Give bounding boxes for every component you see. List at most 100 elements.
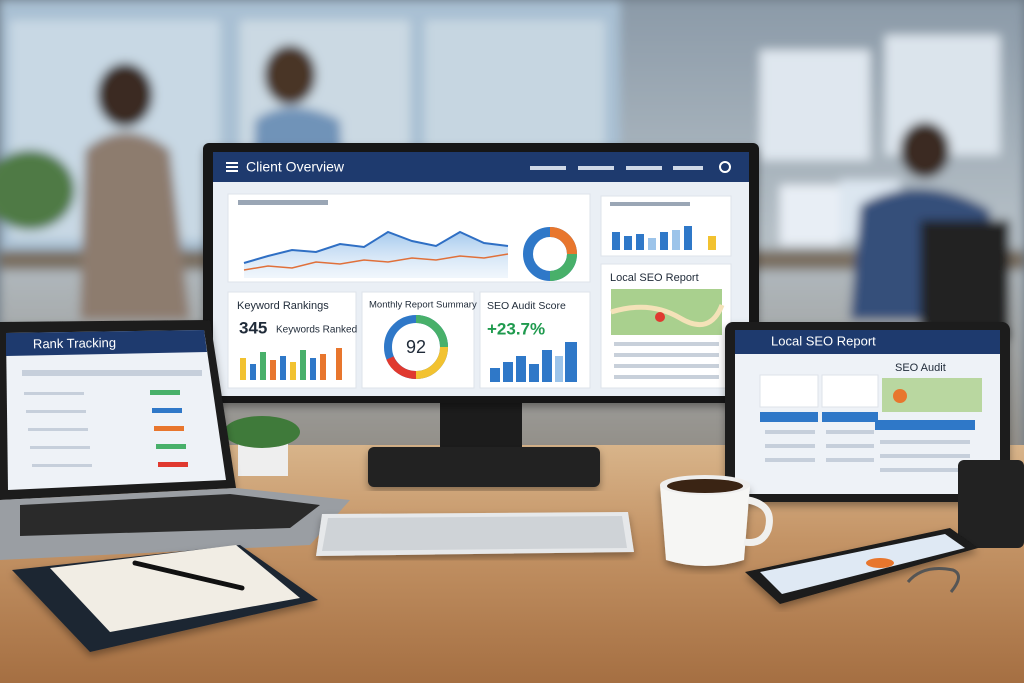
keyboard-part (322, 516, 627, 551)
audit-change: +23.7% (487, 319, 545, 338)
phone-part (906, 567, 960, 593)
laptop-part-part (24, 392, 84, 395)
laptop-part-part (154, 426, 184, 431)
summary-card (600, 195, 732, 257)
laptop-part-part (28, 428, 88, 431)
card-title: SEO Audit Score (487, 300, 566, 312)
summary-card-part (648, 230, 680, 250)
local-seo-card-part-part (614, 375, 719, 379)
tablet-title: Local SEO Report (771, 333, 876, 348)
local-seo-card-part-part (614, 342, 719, 346)
monitor-part-part (226, 162, 238, 164)
tablet-part (822, 412, 878, 422)
tablet-part-part (765, 430, 815, 434)
tablet-part (735, 330, 1000, 354)
tablet: Local SEO Report SEO Audit (725, 322, 1010, 502)
keyword-card-part-part (310, 358, 316, 380)
laptop-part (22, 370, 202, 467)
keyword-card: Keyword Rankings 345 Keywords Ranked (227, 291, 357, 389)
card-title: Keyword Rankings (237, 300, 329, 312)
background-part (920, 220, 1010, 340)
local-seo-card-part-part (614, 364, 719, 368)
background-part (900, 122, 950, 178)
monitor-part-part (226, 166, 238, 168)
local-seo-card-part (610, 303, 725, 328)
nav-links (530, 166, 703, 170)
monthly-card-part (386, 356, 417, 380)
laptop-title: Rank Tracking (33, 335, 116, 351)
tablet-part-part (880, 440, 970, 444)
laptop-part-part (150, 390, 180, 395)
tablet-part-part (765, 458, 815, 462)
phone-part (760, 534, 965, 594)
summary-card-part (610, 202, 690, 206)
tablet-part-part (765, 444, 815, 448)
traffic-card-part (243, 230, 509, 264)
mug-part (660, 485, 750, 566)
summary-card-part-part (624, 236, 632, 250)
nav-links-part (673, 166, 703, 170)
audit-card-part-part (529, 364, 539, 382)
traffic-card-part (243, 253, 509, 271)
keyword-card-part-part (290, 362, 296, 380)
keyword-card-part-part (280, 356, 286, 380)
traffic-card-part (238, 200, 328, 205)
monthly-card-part (415, 346, 448, 379)
background-part (80, 132, 190, 320)
monitor-part (440, 396, 522, 452)
laptop-part-part (26, 410, 86, 413)
background-part (264, 45, 316, 105)
laptop-part-part (22, 370, 202, 376)
keyword-card-part-part (336, 348, 342, 380)
keyword-card-part-part (240, 358, 246, 380)
keyword-card-part-part (250, 364, 256, 380)
keyword-count: 345 (239, 318, 267, 337)
audit-card-part (555, 356, 563, 382)
keyboard (316, 512, 634, 556)
tablet-part-part (880, 468, 970, 472)
mug-part (743, 496, 773, 546)
laptop-part-part (32, 464, 92, 467)
tablet-part (765, 430, 970, 472)
audit-card-part-part (490, 368, 500, 382)
plant (224, 416, 300, 476)
tablet-part-part (880, 454, 970, 458)
keyword-card-part-part (300, 350, 306, 380)
notebook (12, 545, 318, 652)
monitor: Client Overview (203, 143, 759, 487)
summary-card-part-part (648, 238, 656, 250)
tablet-part-part (826, 458, 874, 462)
tablet-part (759, 374, 819, 408)
notebook-part (132, 560, 245, 591)
phone (745, 528, 978, 604)
card-title: Monthly Report Summary (369, 300, 477, 311)
nav-links-part (626, 166, 662, 170)
monitor-part-part (226, 170, 238, 172)
background-part (760, 50, 870, 160)
traffic-card-part (549, 227, 577, 255)
monthly-card-part (415, 315, 448, 348)
summary-card-part (612, 226, 692, 250)
audit-card-part-part (503, 362, 513, 382)
plant-part (224, 416, 300, 448)
background-part (97, 63, 153, 127)
local-seo-card-part-part (614, 353, 719, 357)
keyword-card-part-part (260, 352, 266, 380)
monitor-part (368, 447, 600, 487)
audit-card: SEO Audit Score +23.7% (479, 291, 591, 389)
background-part (780, 185, 840, 245)
audit-card-part-part (516, 356, 526, 382)
local-seo-card-part (614, 342, 719, 379)
local-seo-card: Local SEO Report (600, 263, 732, 389)
laptop-part (6, 330, 207, 356)
tablet-part-part (826, 430, 874, 434)
tablet-part (760, 412, 818, 422)
keyword-card-part (240, 348, 342, 380)
search-icon[interactable] (719, 161, 731, 173)
screen-title: Client Overview (246, 159, 345, 175)
keyword-card-part-part (270, 360, 276, 380)
summary-card-part-part (612, 232, 620, 250)
